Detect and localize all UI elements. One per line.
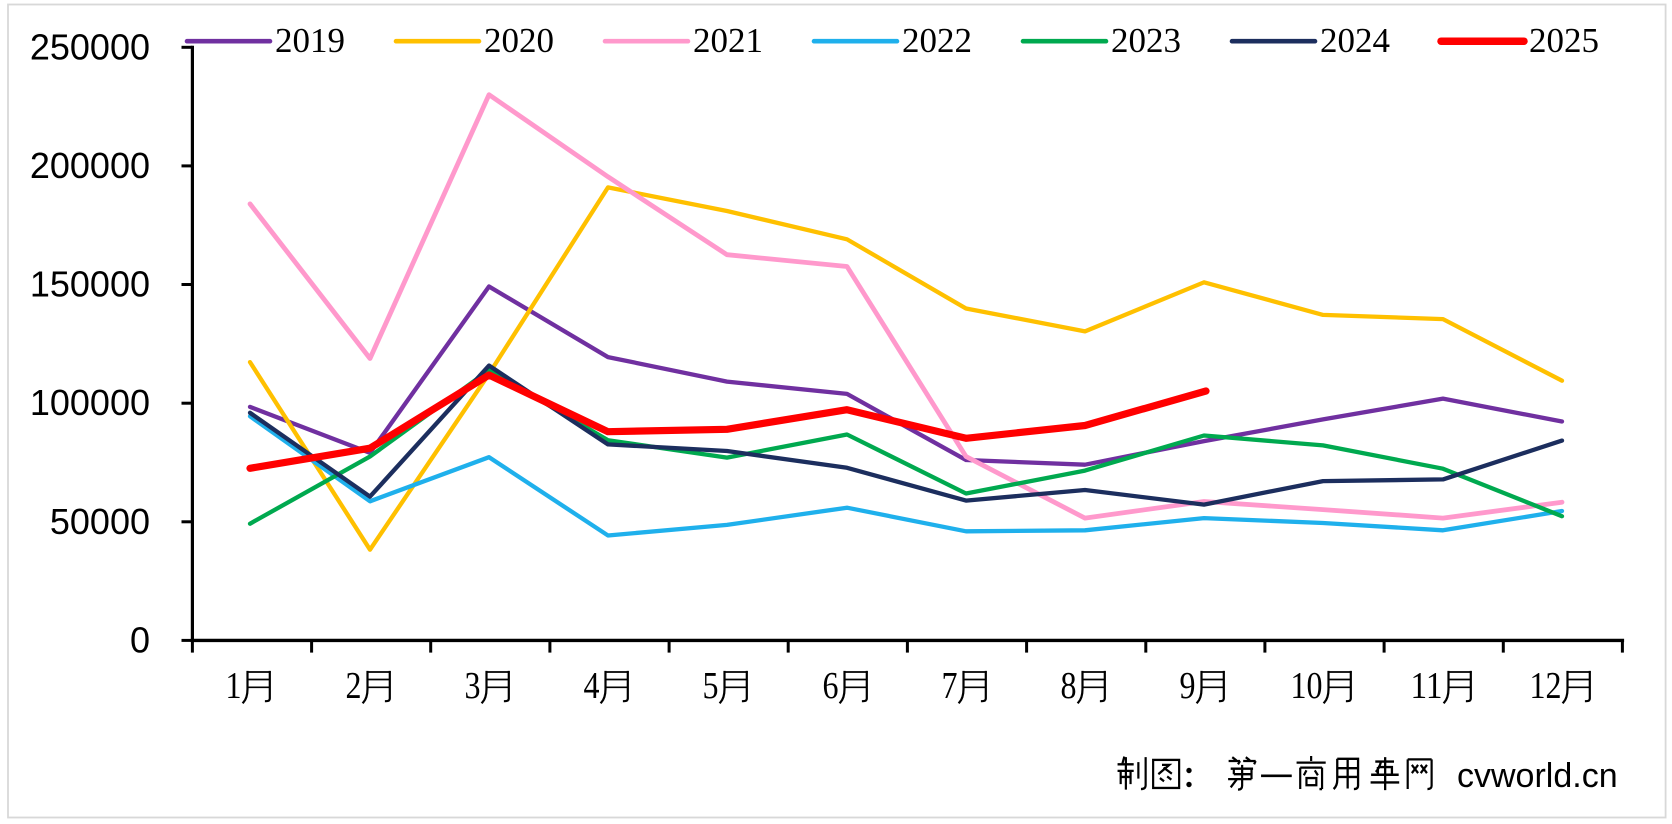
svg-text:5: 5 <box>703 665 719 707</box>
svg-text:2: 2 <box>346 665 362 707</box>
svg-text:100000: 100000 <box>30 382 150 423</box>
svg-text:9: 9 <box>1180 665 1196 707</box>
svg-text:0: 0 <box>130 619 150 660</box>
svg-text:12: 12 <box>1530 665 1562 707</box>
svg-text:6: 6 <box>823 665 839 707</box>
svg-text:2022: 2022 <box>902 21 972 60</box>
svg-text:2021: 2021 <box>693 21 763 60</box>
svg-text:11: 11 <box>1411 665 1443 707</box>
svg-text:250000: 250000 <box>30 26 150 67</box>
svg-text:150000: 150000 <box>30 264 150 305</box>
svg-text:8: 8 <box>1061 665 1077 707</box>
svg-text:2025: 2025 <box>1529 21 1599 60</box>
svg-text:2019: 2019 <box>275 21 345 60</box>
svg-text:4: 4 <box>584 665 600 707</box>
svg-text:2024: 2024 <box>1320 21 1390 60</box>
svg-text:50000: 50000 <box>50 501 150 542</box>
svg-text:2023: 2023 <box>1111 21 1181 60</box>
svg-text:1: 1 <box>226 665 242 707</box>
svg-text:2020: 2020 <box>484 21 554 60</box>
svg-text:3: 3 <box>465 665 481 707</box>
svg-text:10: 10 <box>1291 665 1323 707</box>
svg-text:cvworld.cn: cvworld.cn <box>1457 757 1618 795</box>
svg-text:7: 7 <box>942 665 958 707</box>
svg-text:200000: 200000 <box>30 145 150 186</box>
